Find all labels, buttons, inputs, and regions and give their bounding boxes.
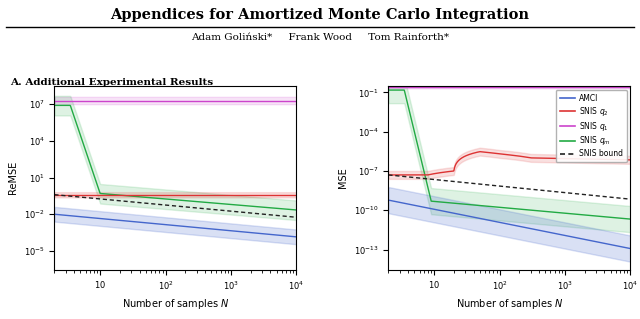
Text: A. Additional Experimental Results: A. Additional Experimental Results — [10, 78, 212, 87]
Y-axis label: MSE: MSE — [339, 167, 348, 188]
Legend: AMCI, SNIS $q_2$, SNIS $q_1$, SNIS $q_m$, SNIS bound: AMCI, SNIS $q_2$, SNIS $q_1$, SNIS $q_m$… — [556, 90, 627, 162]
Text: Adam Goliński*     Frank Wood     Tom Rainforth*: Adam Goliński* Frank Wood Tom Rainforth* — [191, 33, 449, 42]
Text: Appendices for Amortized Monte Carlo Integration: Appendices for Amortized Monte Carlo Int… — [111, 8, 529, 22]
X-axis label: Number of samples $N$: Number of samples $N$ — [456, 297, 563, 311]
Y-axis label: ReMSE: ReMSE — [8, 161, 19, 195]
X-axis label: Number of samples $N$: Number of samples $N$ — [122, 297, 229, 311]
